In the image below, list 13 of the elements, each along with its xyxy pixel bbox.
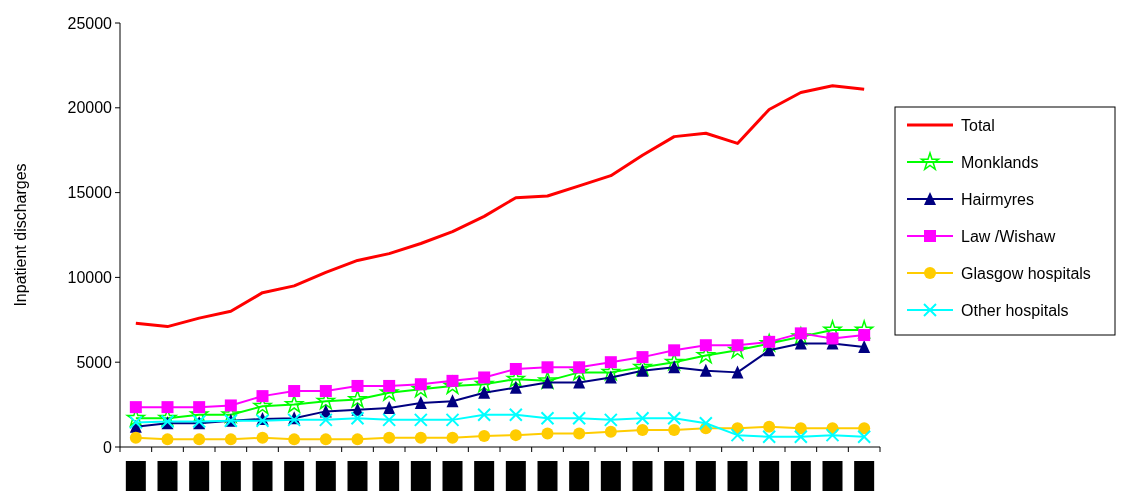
- legend-label: Law /Wishaw: [961, 227, 1056, 245]
- legend-label: Other hospitals: [961, 301, 1069, 319]
- legend-label: Glasgow hospitals: [961, 264, 1091, 282]
- y-tick-label: 5000: [76, 353, 113, 371]
- y-tick-label: 20000: [67, 99, 113, 117]
- legend-label: Monklands: [961, 153, 1039, 171]
- y-tick-label: 25000: [67, 14, 113, 32]
- y-axis-title: Inpatient discharges: [12, 163, 29, 307]
- y-tick-label: 15000: [67, 184, 113, 202]
- y-tick-label: 0: [103, 438, 113, 456]
- legend-label: Hairmyres: [961, 190, 1034, 208]
- legend-label: Total: [961, 116, 995, 134]
- y-tick-label: 10000: [67, 269, 113, 286]
